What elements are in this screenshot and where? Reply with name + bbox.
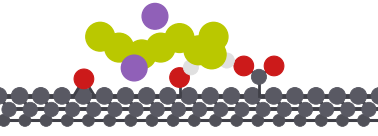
Ellipse shape [54, 88, 70, 104]
Ellipse shape [61, 114, 73, 126]
Ellipse shape [341, 102, 355, 117]
Ellipse shape [108, 102, 122, 117]
Ellipse shape [362, 102, 376, 117]
Ellipse shape [165, 24, 194, 52]
Ellipse shape [171, 102, 186, 117]
Ellipse shape [170, 68, 189, 87]
Ellipse shape [146, 114, 158, 126]
Ellipse shape [138, 88, 155, 104]
Ellipse shape [96, 88, 113, 104]
Ellipse shape [209, 114, 222, 126]
Ellipse shape [223, 88, 240, 104]
Ellipse shape [44, 102, 59, 117]
Ellipse shape [265, 88, 282, 104]
Ellipse shape [202, 88, 218, 104]
Ellipse shape [86, 22, 115, 51]
Ellipse shape [287, 88, 303, 104]
Ellipse shape [329, 88, 345, 104]
Ellipse shape [350, 88, 367, 104]
Ellipse shape [65, 102, 80, 117]
Ellipse shape [184, 36, 213, 65]
Ellipse shape [371, 88, 378, 104]
Ellipse shape [308, 88, 324, 104]
Ellipse shape [234, 56, 254, 76]
Ellipse shape [336, 114, 349, 126]
Ellipse shape [264, 56, 284, 76]
Ellipse shape [231, 114, 243, 126]
Ellipse shape [150, 102, 164, 117]
Ellipse shape [121, 55, 147, 81]
Ellipse shape [235, 102, 249, 117]
Ellipse shape [127, 40, 156, 69]
Ellipse shape [214, 102, 228, 117]
Ellipse shape [146, 33, 175, 62]
Ellipse shape [23, 102, 37, 117]
Ellipse shape [199, 22, 228, 51]
Ellipse shape [0, 88, 7, 104]
Ellipse shape [75, 88, 91, 104]
Ellipse shape [358, 114, 370, 126]
Ellipse shape [104, 114, 116, 126]
Ellipse shape [273, 114, 285, 126]
Ellipse shape [142, 3, 168, 29]
Ellipse shape [2, 102, 16, 117]
Ellipse shape [197, 40, 226, 69]
Ellipse shape [40, 114, 52, 126]
Ellipse shape [74, 69, 94, 89]
Ellipse shape [219, 53, 234, 68]
Ellipse shape [167, 114, 179, 126]
Ellipse shape [160, 88, 176, 104]
Ellipse shape [183, 60, 198, 75]
Ellipse shape [117, 88, 134, 104]
Ellipse shape [192, 102, 207, 117]
Ellipse shape [105, 33, 133, 62]
Ellipse shape [33, 88, 49, 104]
Ellipse shape [19, 114, 31, 126]
Ellipse shape [251, 69, 266, 84]
Ellipse shape [87, 102, 101, 117]
Ellipse shape [129, 102, 143, 117]
Ellipse shape [298, 102, 313, 117]
Ellipse shape [277, 102, 291, 117]
Ellipse shape [252, 114, 264, 126]
Ellipse shape [125, 114, 137, 126]
Ellipse shape [82, 114, 94, 126]
Ellipse shape [294, 114, 306, 126]
Ellipse shape [0, 114, 10, 126]
Ellipse shape [315, 114, 327, 126]
Ellipse shape [244, 88, 261, 104]
Ellipse shape [181, 88, 197, 104]
Ellipse shape [188, 114, 200, 126]
Ellipse shape [256, 102, 270, 117]
Ellipse shape [11, 88, 28, 104]
Ellipse shape [319, 102, 334, 117]
